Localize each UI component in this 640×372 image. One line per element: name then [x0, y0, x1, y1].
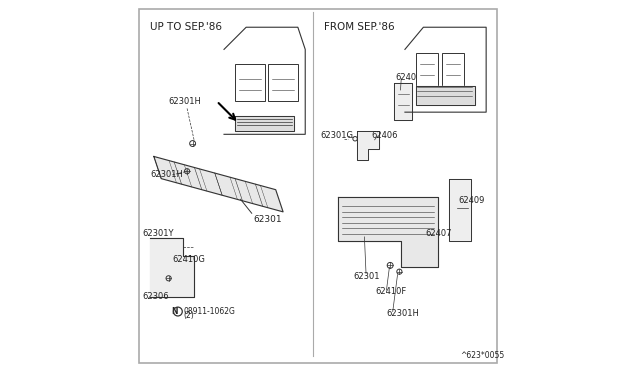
Polygon shape: [154, 157, 283, 212]
Text: 62408: 62408: [396, 73, 422, 81]
Polygon shape: [416, 86, 475, 105]
Text: 62306: 62306: [143, 292, 170, 301]
Text: UP TO SEP.'86: UP TO SEP.'86: [150, 22, 222, 32]
Text: 62406: 62406: [371, 131, 397, 140]
Text: 62301G: 62301G: [320, 131, 353, 140]
Text: 62301H: 62301H: [387, 309, 419, 318]
Bar: [235, 64, 264, 101]
Polygon shape: [150, 238, 195, 297]
Polygon shape: [449, 179, 472, 241]
Text: 62407: 62407: [425, 230, 452, 238]
Text: FROM SEP.'86: FROM SEP.'86: [324, 22, 394, 32]
Text: 62409: 62409: [458, 196, 485, 205]
Polygon shape: [405, 27, 486, 112]
Text: 62301H: 62301H: [150, 170, 183, 179]
Polygon shape: [224, 27, 305, 134]
Text: 62410F: 62410F: [376, 287, 406, 296]
Bar: [268, 64, 298, 101]
Text: (2): (2): [184, 311, 194, 320]
Polygon shape: [235, 116, 294, 131]
Bar: [416, 53, 438, 86]
Text: 62301H: 62301H: [168, 97, 202, 106]
Polygon shape: [339, 197, 438, 267]
Text: 62410G: 62410G: [172, 255, 205, 264]
Polygon shape: [357, 131, 379, 160]
Text: 08911-1062G: 08911-1062G: [184, 307, 236, 316]
Text: N: N: [172, 307, 178, 316]
Text: 62301: 62301: [253, 215, 282, 224]
Bar: [442, 53, 464, 86]
Polygon shape: [394, 83, 412, 119]
Text: 62301Y: 62301Y: [143, 230, 174, 238]
Text: 62301: 62301: [353, 272, 380, 281]
Text: ^623*0055: ^623*0055: [460, 351, 504, 360]
